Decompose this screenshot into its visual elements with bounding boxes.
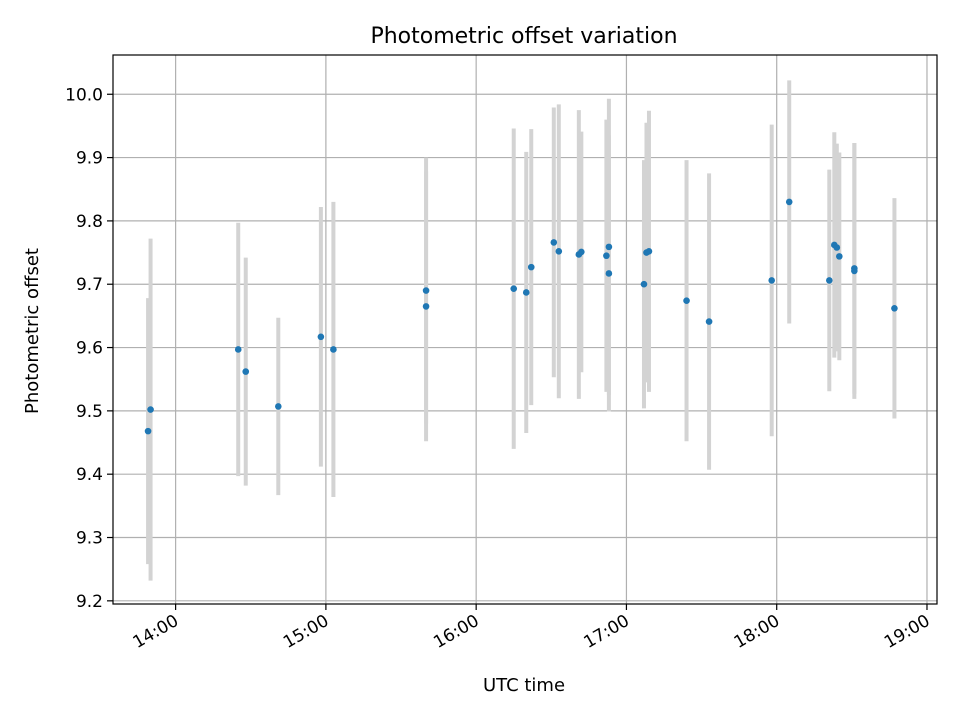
data-point	[891, 304, 898, 312]
data-point	[527, 263, 535, 271]
data-point	[330, 346, 337, 353]
data-point	[836, 253, 843, 260]
data-point	[645, 247, 653, 255]
chart-title: Photometric offset variation	[370, 24, 677, 49]
data-point	[422, 303, 430, 310]
y-tick-label: 9.3	[76, 529, 103, 549]
data-point	[833, 244, 841, 251]
data-point	[555, 247, 563, 255]
data-point	[242, 368, 250, 375]
data-point	[640, 280, 648, 288]
data-point	[683, 297, 690, 304]
data-point	[147, 406, 154, 413]
data-point	[705, 318, 713, 325]
data-point	[851, 265, 858, 272]
data-point	[550, 239, 558, 246]
y-tick-label: 9.8	[76, 212, 103, 232]
data-point	[603, 252, 610, 260]
data-point	[234, 346, 242, 353]
data-point	[605, 270, 613, 277]
y-tick-label: 9.6	[76, 339, 103, 359]
y-tick-label: 9.9	[76, 149, 103, 169]
data-point	[317, 333, 325, 341]
data-point	[578, 248, 585, 256]
y-tick-label: 9.5	[76, 402, 103, 422]
data-point	[785, 198, 793, 206]
y-axis-ticks: 9.2 9.3 9.4 9.5 9.6 9.7 9.8 9.9 10.0	[65, 85, 113, 612]
data-point	[522, 289, 530, 296]
data-points	[144, 198, 898, 435]
data-point	[144, 427, 152, 435]
data-point	[826, 277, 833, 284]
y-axis-label: Photometric offset	[22, 248, 43, 414]
y-tick-label: 9.4	[76, 465, 103, 485]
data-point	[275, 403, 282, 410]
y-tick-label: 9.2	[76, 592, 103, 612]
plot-frame	[112, 54, 938, 605]
data-point	[605, 243, 613, 251]
data-point	[768, 277, 775, 284]
data-point	[510, 285, 518, 292]
x-axis-label: UTC time	[483, 675, 565, 696]
y-tick-label: 9.7	[76, 275, 103, 295]
data-point	[422, 287, 430, 294]
y-tick-label: 10.0	[65, 85, 103, 105]
